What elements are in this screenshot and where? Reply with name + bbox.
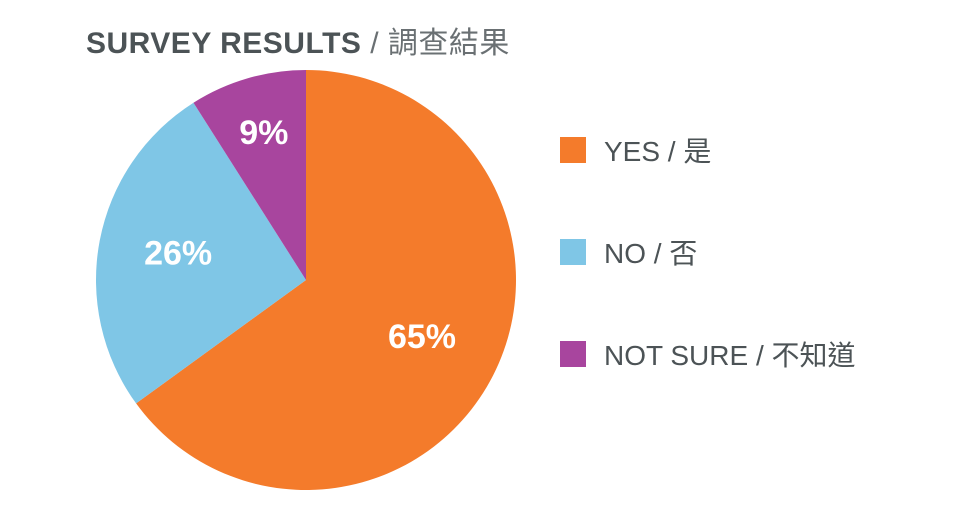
pie-slice-label-yes: 65% xyxy=(388,318,456,356)
legend-item-no: NO / 否 xyxy=(560,232,856,272)
legend-label-no: NO / 否 xyxy=(604,232,697,272)
pie-chart-svg: 65% 26% 9% xyxy=(86,60,526,500)
legend-swatch-yes xyxy=(560,137,586,163)
legend: YES / 是 NO / 否 NOT SURE / 不知道 xyxy=(560,130,856,374)
chart-title-sub: 調查結果 xyxy=(388,27,510,60)
pie-chart: 65% 26% 9% xyxy=(86,60,526,500)
legend-label-not_sure: NOT SURE / 不知道 xyxy=(604,334,856,374)
legend-swatch-not_sure xyxy=(560,341,586,367)
chart-title: SURVEY RESULTS / 調查結果 xyxy=(86,18,510,62)
pie-slice-label-not_sure: 9% xyxy=(239,114,288,152)
legend-swatch-no xyxy=(560,239,586,265)
legend-item-yes: YES / 是 xyxy=(560,130,856,170)
chart-title-main: SURVEY RESULTS xyxy=(86,27,361,60)
legend-label-yes: YES / 是 xyxy=(604,130,711,170)
pie-slice-label-no: 26% xyxy=(144,235,212,273)
chart-title-separator: / xyxy=(361,27,388,60)
legend-item-not_sure: NOT SURE / 不知道 xyxy=(560,334,856,374)
